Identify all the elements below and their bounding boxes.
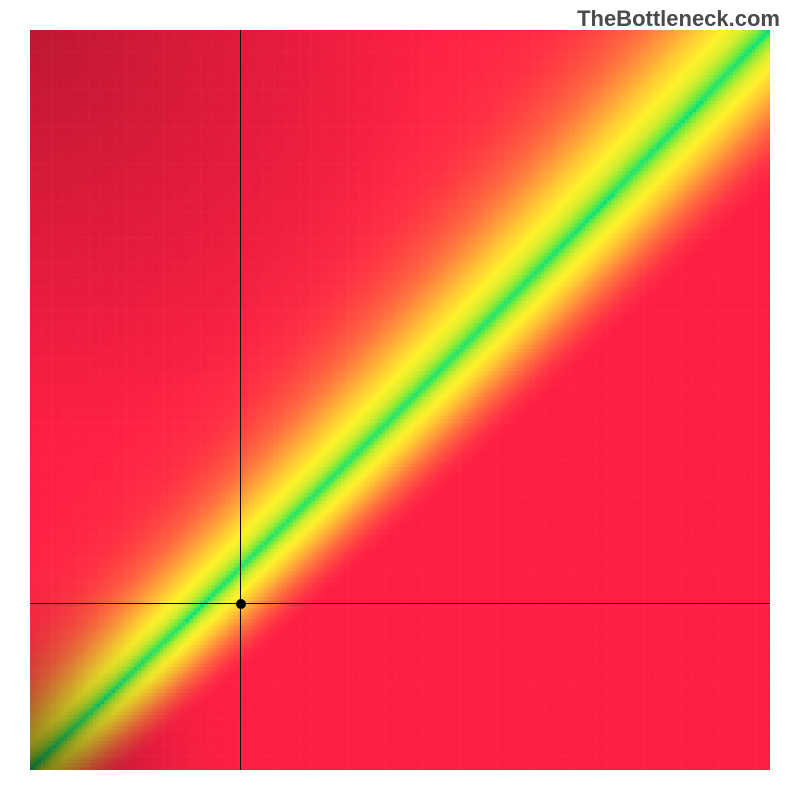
watermark-text: TheBottleneck.com	[577, 6, 780, 32]
heatmap-plot	[30, 30, 770, 770]
chart-container: TheBottleneck.com	[0, 0, 800, 800]
heatmap-canvas	[30, 30, 770, 770]
